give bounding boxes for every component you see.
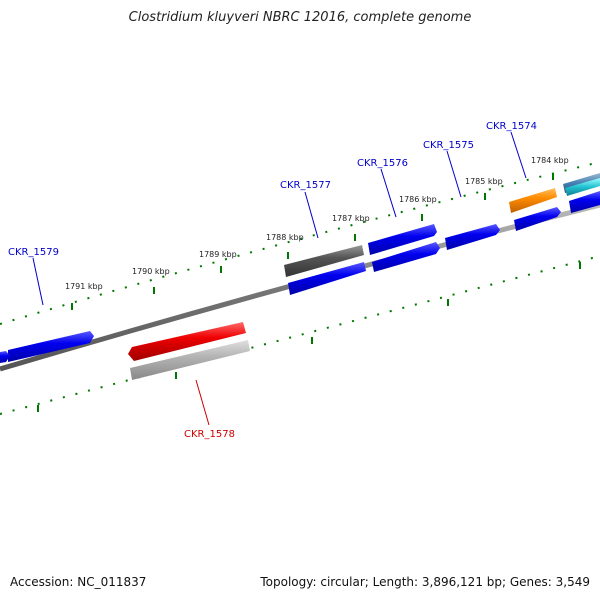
tick-label: 1791 kbp [65,282,103,291]
leader-CKR_1576 [380,168,397,218]
tick-label: 1787 kbp [332,214,370,223]
gene-CKR_1577-b [288,262,366,295]
tick-labels: 1791 kbp 1790 kbp 1789 kbp 1788 kbp 1787… [65,156,569,291]
gene-CKR_1574 [514,207,561,231]
gene-label-CKR_1575: CKR_1575 [423,140,474,151]
gene-CKR_1576-b [372,242,440,272]
inner-tick-ring [0,255,600,415]
gene-partial-left [0,351,10,363]
gene-cyan [565,178,600,196]
gene-right-edge [569,191,600,213]
gene-label-CKR_1577: CKR_1577 [280,180,331,191]
leader-CKR_1578 [195,379,210,426]
major-ticks [37,173,581,412]
accession-text: Accession: NC_011837 [10,575,147,589]
tick-label: 1784 kbp [531,156,569,165]
tick-label: 1786 kbp [399,195,437,204]
gene-CKR_1579 [8,331,94,362]
gene-CKR_1574-orange [509,188,557,213]
gene-CKR_1576 [368,224,437,255]
gene-label-CKR_1578: CKR_1578 [184,429,235,440]
leader-CKR_1574 [510,131,527,179]
genome-info-text: Topology: circular; Length: 3,896,121 bp… [260,575,590,589]
gene-CKR_1578 [128,322,246,361]
tick-label: 1790 kbp [132,267,170,276]
gene-label-CKR_1579: CKR_1579 [8,247,59,258]
gene-labels: CKR_1579 CKR_1577 CKR_1576 CKR_1575 CKR_… [8,121,537,440]
gene-CKR_1577 [284,245,364,277]
tick-label: 1789 kbp [199,250,237,259]
label-leaders [32,131,527,426]
forward-genes [0,173,600,363]
map-title: Clostridium kluyveri NBRC 12016, complet… [128,10,472,25]
tick-label: 1788 kbp [266,233,304,242]
reverse-genes [128,322,250,380]
tick-label: 1785 kbp [465,177,503,186]
leader-CKR_1575 [446,150,462,198]
outer-tick-ring [0,161,600,325]
gene-label-CKR_1574: CKR_1574 [486,121,537,132]
gene-CKR_1575 [445,224,500,250]
leader-CKR_1577 [304,191,319,239]
gene-CKR_1578-gray [130,340,250,380]
gene-label-CKR_1576: CKR_1576 [357,158,408,169]
leader-CKR_1579 [32,257,44,306]
